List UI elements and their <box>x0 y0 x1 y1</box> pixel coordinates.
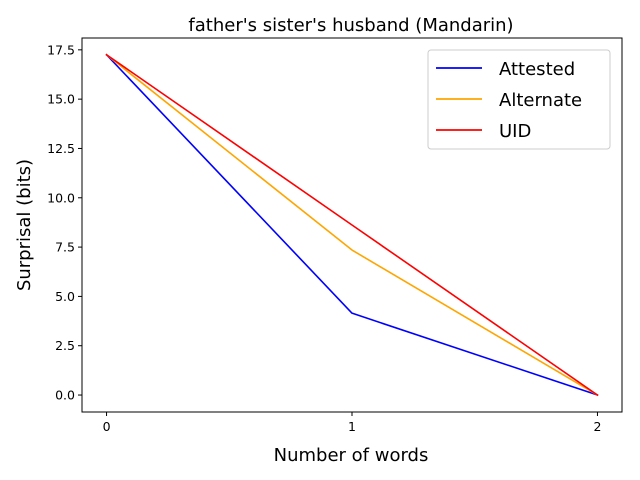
series-line-alternate <box>105 53 599 397</box>
legend-box <box>427 49 611 150</box>
y-tick-label: 17.5 <box>47 42 75 57</box>
x-axis: 0 1 2 <box>103 412 601 434</box>
legend-label-uid: UID <box>499 121 531 142</box>
series-line-attested <box>105 53 599 397</box>
x-tick-label: 0 <box>103 419 111 434</box>
y-tick-label: 2.5 <box>55 338 75 353</box>
series-line-uid <box>105 53 599 397</box>
y-axis-label: Surprisal (bits) <box>14 159 35 291</box>
x-tick-label: 2 <box>593 419 601 434</box>
y-tick-label: 12.5 <box>47 141 75 156</box>
y-tick-label: 7.5 <box>55 240 75 255</box>
series-layer <box>105 53 599 397</box>
y-tick-label: 0.0 <box>55 388 75 403</box>
x-axis-label: Number of words <box>274 445 429 466</box>
legend: Attested Alternate UID <box>427 49 611 150</box>
y-axis: 0.0 2.5 5.0 7.5 10.0 12.5 15.0 17.5 <box>47 42 82 403</box>
y-tick-label: 5.0 <box>55 289 75 304</box>
y-tick-label: 15.0 <box>47 92 75 107</box>
y-tick-label: 10.0 <box>47 190 75 205</box>
x-tick-label: 1 <box>348 419 356 434</box>
chart-title: father's sister's husband (Mandarin) <box>188 15 513 36</box>
legend-label-attested: Attested <box>499 59 575 80</box>
legend-label-alternate: Alternate <box>499 90 582 111</box>
